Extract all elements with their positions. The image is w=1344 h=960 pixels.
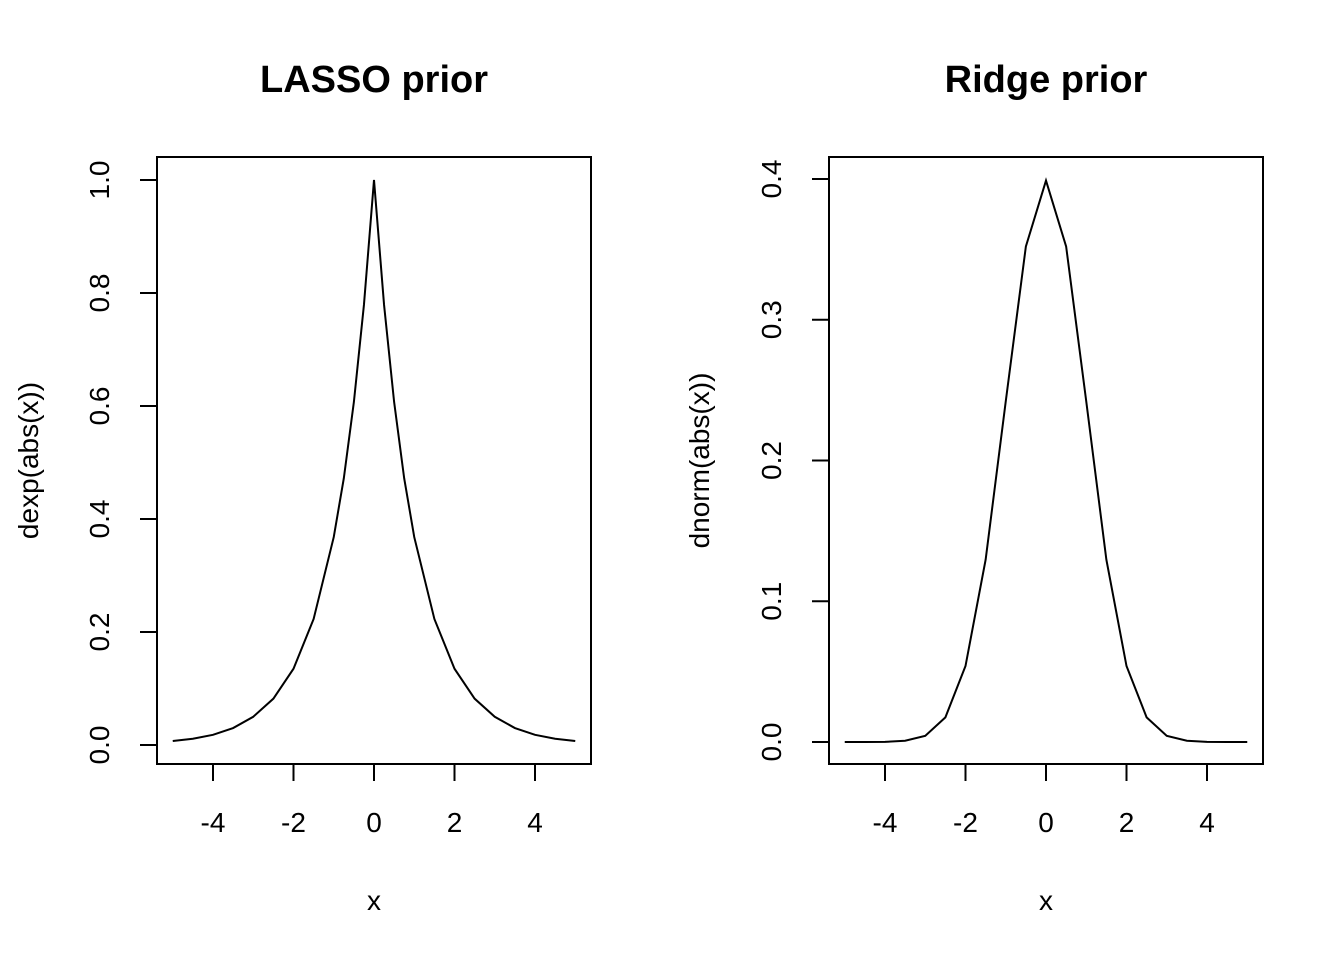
x-tick-label: -4 (201, 807, 226, 838)
x-axis-label: x (1039, 885, 1053, 916)
x-tick-label: -4 (873, 807, 898, 838)
y-tick-label: 0.0 (756, 723, 787, 762)
x-tick-label: 0 (1038, 807, 1054, 838)
plot-frame (156, 156, 592, 765)
x-tick-label: 0 (366, 807, 382, 838)
chart-title: Ridge prior (945, 59, 1148, 101)
lasso-prior-panel: LASSO prior -4 -2 0 2 4 0.0 0.2 0.4 0.6 0.8 1.0 x dex… (13, 59, 592, 916)
y-axis-label: dexp(abs(x)) (13, 382, 44, 539)
chart-title: LASSO prior (260, 59, 488, 101)
x-tick-label: 2 (1119, 807, 1135, 838)
density-line (844, 177, 1248, 743)
y-tick-label: 0.2 (84, 613, 115, 652)
y-tick-label: 0.2 (756, 441, 787, 480)
x-axis-label: x (367, 885, 381, 916)
y-tick-label: 0.6 (84, 387, 115, 426)
y-tick-label: 0.4 (756, 160, 787, 199)
x-tick-label: 2 (447, 807, 463, 838)
y-axis-label: dnorm(abs(x)) (684, 373, 715, 549)
y-tick-label: 0.3 (756, 300, 787, 339)
x-tick-label: 4 (1199, 807, 1215, 838)
y-tick-label: 0.1 (756, 582, 787, 621)
ridge-prior-panel: Ridge prior -4 -2 0 2 4 0.0 0.1 0.2 0.3 0.4 x dnorm(… (684, 59, 1264, 916)
y-tick-label: 0.8 (84, 274, 115, 313)
density-line (172, 179, 576, 743)
x-tick-label: -2 (281, 807, 306, 838)
x-tick-label: 4 (527, 807, 543, 838)
y-tick-label: 1.0 (84, 161, 115, 200)
plot-frame (828, 156, 1264, 765)
y-tick-label: 0.0 (84, 726, 115, 765)
x-tick-label: -2 (953, 807, 978, 838)
y-tick-label: 0.4 (84, 500, 115, 539)
